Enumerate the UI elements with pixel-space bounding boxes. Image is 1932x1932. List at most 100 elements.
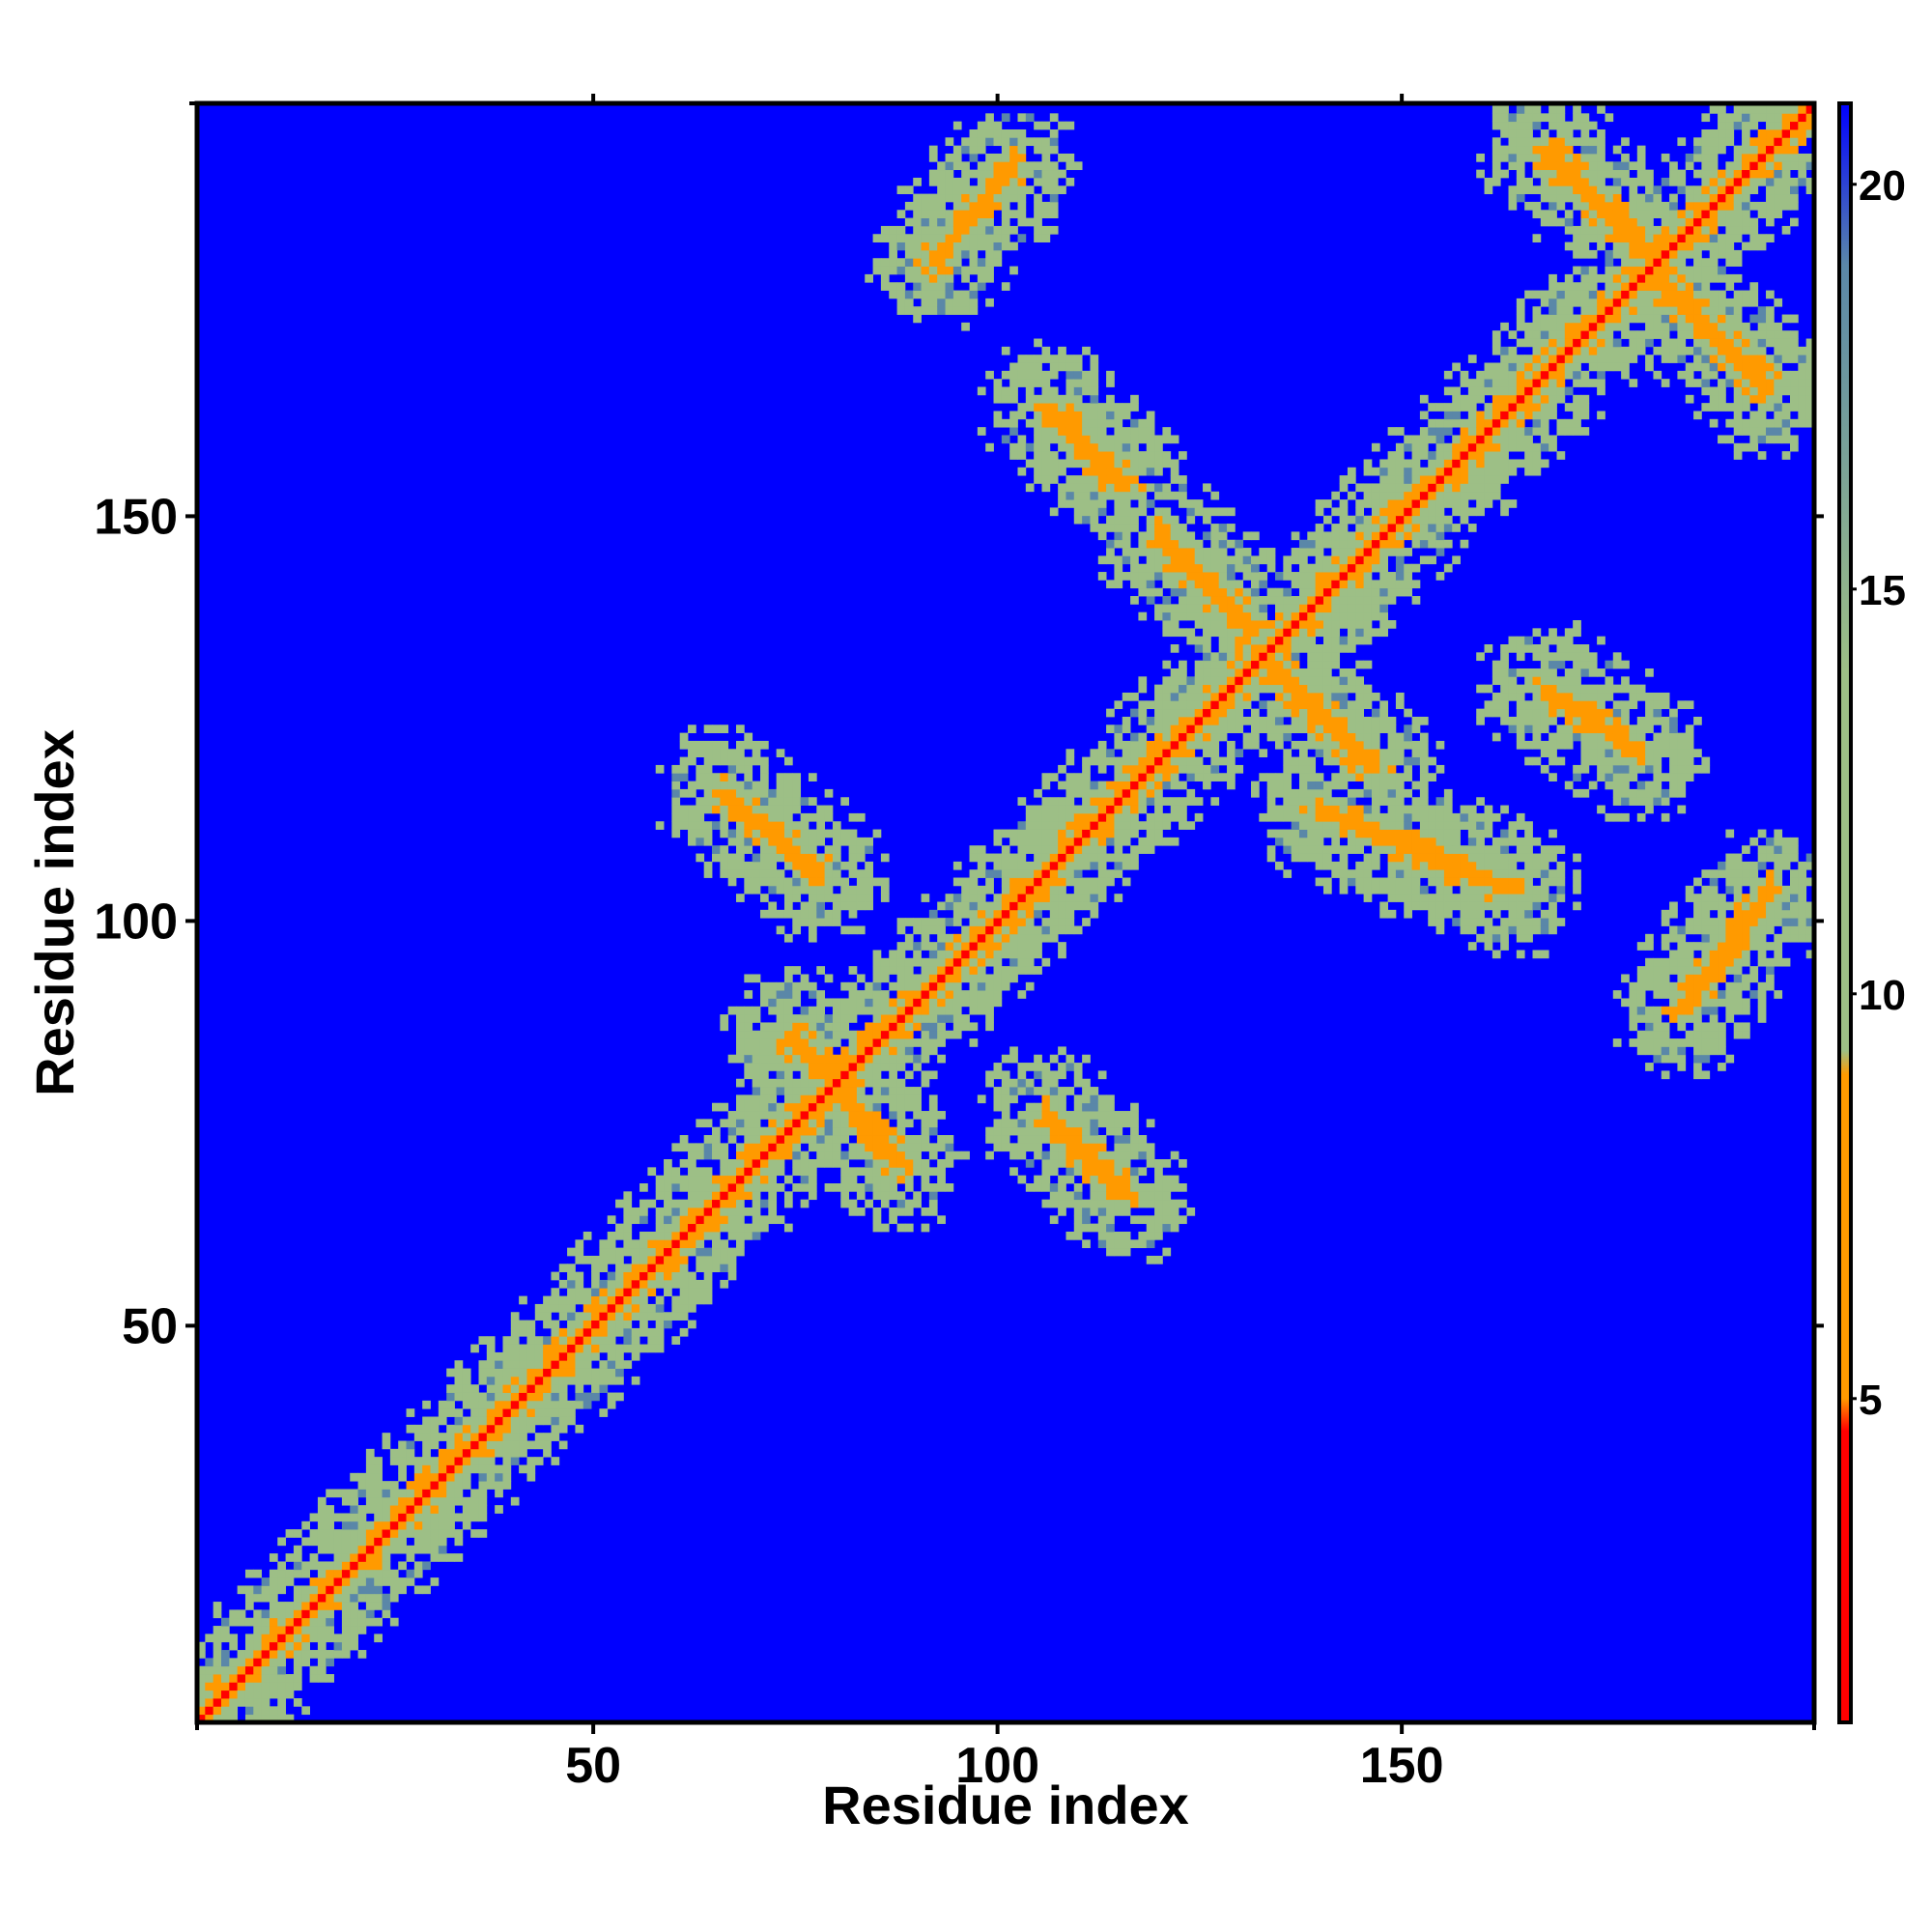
heatmap-cell bbox=[848, 1143, 858, 1152]
heatmap-cell bbox=[382, 1520, 391, 1530]
heatmap-cell bbox=[1162, 451, 1172, 460]
heatmap-cell bbox=[1371, 580, 1380, 589]
heatmap-cell bbox=[768, 1111, 778, 1120]
heatmap-cell bbox=[470, 1416, 479, 1426]
heatmap-cell bbox=[1404, 548, 1412, 556]
heatmap-cell bbox=[1090, 386, 1099, 396]
heatmap-cell bbox=[880, 225, 890, 235]
heatmap-cell bbox=[1058, 877, 1066, 887]
heatmap-cell bbox=[1154, 539, 1163, 549]
heatmap-cell bbox=[551, 1424, 560, 1434]
heatmap-cell bbox=[446, 1489, 455, 1498]
heatmap-cell bbox=[1419, 507, 1429, 517]
heatmap-cell bbox=[382, 1545, 391, 1554]
heatmap-cell bbox=[921, 1054, 930, 1064]
heatmap-cell bbox=[1411, 524, 1421, 532]
heatmap-cell bbox=[1194, 644, 1204, 653]
heatmap-cell bbox=[438, 1400, 447, 1409]
heatmap-cell bbox=[1395, 580, 1405, 589]
heatmap-cell bbox=[744, 1030, 753, 1039]
heatmap-cell bbox=[1242, 716, 1252, 725]
heatmap-cell bbox=[1283, 756, 1293, 766]
heatmap-cell bbox=[599, 1255, 609, 1264]
heatmap-cell bbox=[1404, 475, 1412, 484]
heatmap-cell bbox=[1017, 821, 1027, 830]
heatmap-cell bbox=[1130, 773, 1139, 781]
heatmap-cell bbox=[1114, 1183, 1123, 1192]
heatmap-cell bbox=[792, 821, 802, 830]
heatmap-cell bbox=[1355, 563, 1365, 573]
heatmap-cell bbox=[1154, 812, 1163, 822]
heatmap-cell bbox=[1001, 853, 1010, 863]
heatmap-cell bbox=[1090, 1143, 1099, 1152]
heatmap-cell bbox=[856, 812, 866, 822]
heatmap-cell bbox=[744, 1094, 753, 1104]
heatmap-cell bbox=[736, 1247, 745, 1257]
heatmap-cell bbox=[1073, 812, 1083, 822]
heatmap-cell bbox=[1170, 756, 1179, 766]
heatmap-cell bbox=[357, 1545, 367, 1554]
heatmap-cell bbox=[519, 1392, 527, 1402]
heatmap-cell bbox=[623, 1215, 633, 1225]
heatmap-cell bbox=[1404, 499, 1412, 508]
heatmap-cell bbox=[1162, 740, 1172, 750]
heatmap-cell bbox=[1218, 555, 1228, 565]
heatmap-cell bbox=[1428, 837, 1436, 846]
heatmap-cell bbox=[446, 1424, 455, 1434]
heatmap-cell bbox=[374, 1634, 383, 1643]
heatmap-cell bbox=[1017, 1063, 1027, 1071]
heatmap-cell bbox=[495, 1481, 503, 1490]
heatmap-cell bbox=[1227, 708, 1236, 718]
heatmap-cell bbox=[1363, 660, 1373, 669]
heatmap-cell bbox=[1138, 740, 1148, 750]
heatmap-cell bbox=[1298, 563, 1308, 573]
heatmap-cell bbox=[1179, 628, 1187, 638]
heatmap-cell bbox=[985, 128, 994, 138]
heatmap-cell bbox=[848, 998, 858, 1008]
heatmap-cell bbox=[269, 1682, 278, 1691]
heatmap-cell bbox=[382, 1602, 391, 1610]
heatmap-cell bbox=[1227, 756, 1236, 766]
heatmap-cell bbox=[736, 853, 745, 863]
heatmap-cell bbox=[1307, 756, 1317, 766]
heatmap-cell bbox=[1227, 524, 1236, 532]
heatmap-cell bbox=[800, 1175, 810, 1184]
heatmap-cell bbox=[1122, 837, 1131, 846]
heatmap-cell bbox=[365, 1481, 375, 1490]
heatmap-cell bbox=[872, 1063, 882, 1071]
heatmap-cell bbox=[744, 1175, 753, 1184]
heatmap-cell bbox=[655, 1255, 665, 1264]
heatmap-cell bbox=[1049, 894, 1059, 902]
heatmap-cell bbox=[1146, 837, 1155, 846]
heatmap-cell bbox=[1339, 732, 1349, 742]
heatmap-cell bbox=[1419, 821, 1429, 830]
heatmap-cell bbox=[1058, 403, 1066, 412]
heatmap-cell bbox=[1082, 1239, 1091, 1249]
heatmap-cell bbox=[792, 1167, 802, 1177]
heatmap-cell bbox=[1065, 756, 1075, 766]
heatmap-cell bbox=[1363, 894, 1373, 902]
heatmap-cell bbox=[945, 966, 954, 975]
heatmap-cell bbox=[591, 1279, 600, 1289]
heatmap-cell bbox=[816, 1087, 826, 1095]
heatmap-cell bbox=[543, 1400, 552, 1409]
heatmap-cell bbox=[1073, 459, 1083, 469]
heatmap-cell bbox=[357, 1489, 367, 1498]
heatmap-cell bbox=[1106, 1175, 1115, 1184]
heatmap-cell bbox=[326, 1602, 334, 1610]
heatmap-cell bbox=[696, 1191, 705, 1201]
heatmap-cell bbox=[582, 1303, 592, 1313]
heatmap-cell bbox=[365, 1545, 375, 1554]
heatmap-cell bbox=[832, 1006, 841, 1015]
heatmap-cell bbox=[679, 1159, 689, 1168]
heatmap-cell bbox=[220, 1698, 230, 1707]
heatmap-cell bbox=[1355, 628, 1365, 638]
heatmap-cell bbox=[1235, 636, 1244, 645]
heatmap-cell bbox=[913, 234, 922, 242]
heatmap-cell bbox=[244, 1698, 254, 1707]
heatmap-cell bbox=[1034, 379, 1042, 387]
heatmap-cell bbox=[1097, 1183, 1107, 1192]
heatmap-cell bbox=[1122, 1191, 1131, 1201]
heatmap-cell bbox=[430, 1505, 440, 1514]
heatmap-cell bbox=[558, 1360, 568, 1369]
